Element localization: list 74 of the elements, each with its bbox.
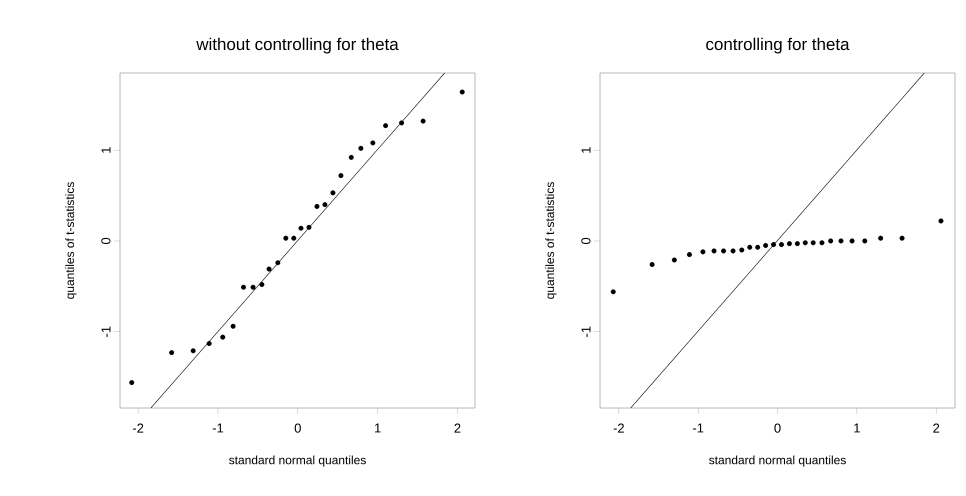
point <box>771 242 776 248</box>
point <box>129 380 134 386</box>
point <box>283 236 288 241</box>
point <box>838 238 844 244</box>
y-axis-title: quantiles of t-statistics <box>65 182 76 299</box>
point <box>721 248 726 254</box>
point <box>230 324 236 329</box>
point <box>338 173 344 178</box>
point <box>819 240 824 246</box>
point <box>259 282 264 288</box>
x-tick-label: -2 <box>614 424 624 433</box>
point <box>275 260 280 266</box>
x-axis-title: standard normal quantiles <box>709 456 846 467</box>
x-tick-label: -1 <box>692 424 704 432</box>
y-tick-label: 1 <box>102 147 110 153</box>
x-tick-label: -1 <box>212 424 224 432</box>
point <box>700 249 706 254</box>
point <box>291 236 296 241</box>
point <box>850 238 855 244</box>
x-tick-label: -2 <box>132 424 144 433</box>
point <box>747 244 752 250</box>
point <box>206 341 212 346</box>
point <box>794 241 800 246</box>
point <box>220 334 226 340</box>
y-tick-label: 0 <box>581 238 590 244</box>
point <box>420 118 426 124</box>
point <box>900 236 905 241</box>
point <box>610 289 616 294</box>
y-tick-label: -1 <box>582 326 590 337</box>
chart-title: without controlling for theta <box>196 38 399 54</box>
point <box>786 241 792 246</box>
point <box>878 236 884 241</box>
point <box>298 226 304 231</box>
y-tick-label: -1 <box>102 326 110 337</box>
x-tick-label: 2 <box>454 424 460 433</box>
point <box>322 202 328 208</box>
y-tick-label: 1 <box>582 147 590 153</box>
point <box>383 123 388 128</box>
point <box>370 140 376 146</box>
point <box>358 146 364 151</box>
y-tick-label: 0 <box>101 238 110 244</box>
x-tick-label: 2 <box>933 424 940 433</box>
point <box>330 190 336 196</box>
x-tick-label: 0 <box>294 424 301 433</box>
point <box>306 224 312 230</box>
point <box>730 248 736 254</box>
point <box>739 248 744 253</box>
point <box>169 350 174 356</box>
point <box>810 240 816 246</box>
point <box>828 238 834 244</box>
point <box>763 242 768 248</box>
point <box>862 238 868 244</box>
point <box>686 252 692 258</box>
chart-title: controlling for theta <box>706 38 850 54</box>
x-axis-title: standard normal quantiles <box>229 456 366 467</box>
point <box>938 218 944 224</box>
point <box>460 90 465 95</box>
point <box>250 284 256 290</box>
point <box>399 120 404 126</box>
point <box>712 248 717 254</box>
point <box>314 204 320 209</box>
point <box>266 266 272 272</box>
point <box>755 244 760 250</box>
y-axis-title: quantiles of t-statistics <box>545 182 556 299</box>
point <box>802 240 808 246</box>
point <box>672 258 677 263</box>
point <box>190 348 196 354</box>
point <box>348 154 354 160</box>
x-tick-label: 1 <box>374 424 381 432</box>
x-tick-label: 0 <box>774 424 781 433</box>
x-tick-label: 1 <box>854 424 860 432</box>
point <box>241 284 246 290</box>
point <box>650 262 655 268</box>
point <box>778 242 784 248</box>
